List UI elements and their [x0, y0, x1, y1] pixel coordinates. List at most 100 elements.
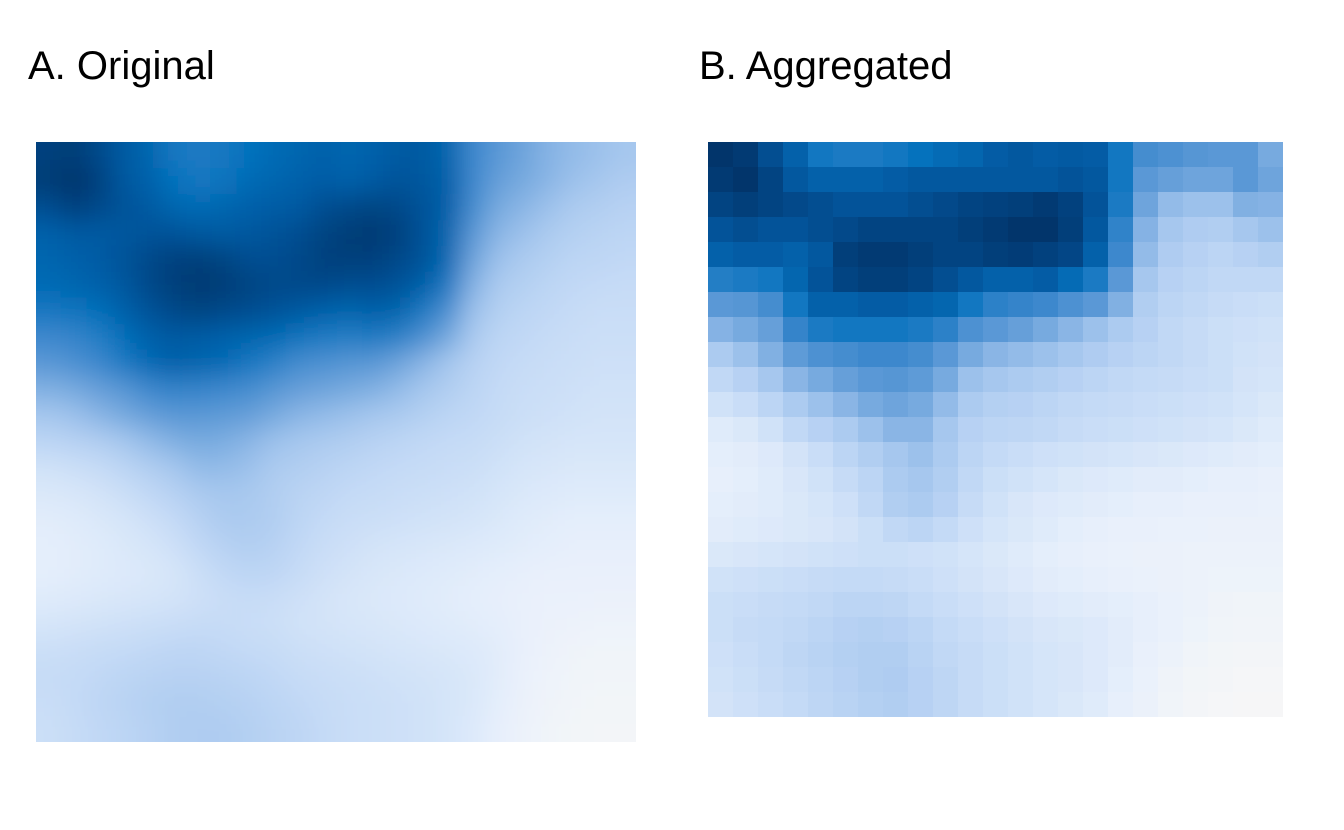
original-cell-r19-c18 [486, 637, 512, 665]
aggregated-cell-r13-c9 [933, 467, 959, 493]
original-cell-r20-c4 [136, 663, 162, 691]
aggregated-cell-r7-c6 [858, 317, 884, 343]
aggregated-cell-r1-c6 [858, 167, 884, 193]
aggregated-cell-r10-c9 [933, 392, 959, 418]
aggregated-cell-r15-c2 [758, 517, 784, 543]
aggregated-cell-r13-c21 [1233, 467, 1259, 493]
aggregated-cell-r16-c19 [1183, 542, 1209, 568]
original-cell-r0-c16 [436, 142, 462, 169]
aggregated-cell-r3-c12 [1008, 217, 1034, 243]
aggregated-cell-r8-c2 [758, 342, 784, 368]
original-cell-r15-c0 [36, 533, 62, 560]
original-cell-r6-c12 [336, 298, 362, 326]
aggregated-cell-r17-c17 [1133, 567, 1159, 593]
original-cell-r4-c22 [586, 246, 612, 274]
original-cell-r15-c12 [336, 533, 362, 560]
aggregated-cell-r18-c17 [1133, 592, 1159, 618]
aggregated-cell-r13-c18 [1158, 467, 1184, 493]
aggregated-cell-r20-c19 [1183, 642, 1209, 668]
original-cell-r0-c21 [561, 142, 587, 169]
aggregated-cell-r8-c22 [1258, 342, 1283, 368]
original-cell-r22-c19 [511, 715, 537, 742]
original-cell-r20-c8 [236, 663, 262, 691]
aggregated-cell-r11-c13 [1033, 417, 1059, 443]
original-cell-r10-c20 [536, 402, 562, 430]
original-cell-r12-c5 [161, 455, 187, 482]
original-cell-r2-c10 [286, 194, 312, 221]
original-cell-r14-c18 [486, 507, 512, 534]
original-cell-r5-c18 [486, 272, 512, 300]
original-cell-r3-c4 [136, 220, 162, 247]
aggregated-cell-r3-c7 [883, 217, 909, 243]
aggregated-cell-r16-c13 [1033, 542, 1059, 568]
original-cell-r17-c19 [511, 585, 537, 613]
original-cell-r22-c15 [411, 715, 437, 742]
aggregated-cell-r12-c16 [1108, 442, 1134, 468]
original-cell-r13-c15 [411, 481, 437, 508]
original-cell-r13-c22 [586, 481, 612, 508]
original-cell-r1-c16 [436, 168, 462, 195]
original-cell-r18-c13 [361, 611, 387, 639]
aggregated-cell-r15-c18 [1158, 517, 1184, 543]
original-cell-r2-c23 [611, 194, 636, 221]
aggregated-cell-r20-c1 [733, 642, 759, 668]
original-cell-r19-c7 [211, 637, 237, 665]
original-cell-r9-c2 [86, 376, 112, 404]
aggregated-cell-r15-c6 [858, 517, 884, 543]
aggregated-cell-r14-c3 [783, 492, 809, 518]
original-cell-r12-c9 [261, 455, 287, 482]
original-cell-r15-c19 [511, 533, 537, 560]
aggregated-cell-r17-c1 [733, 567, 759, 593]
aggregated-cell-r12-c15 [1083, 442, 1109, 468]
original-cell-r18-c21 [561, 611, 587, 639]
aggregated-cell-r22-c9 [933, 692, 959, 717]
aggregated-cell-r18-c7 [883, 592, 909, 618]
original-cell-r4-c11 [311, 246, 337, 274]
aggregated-cell-r15-c9 [933, 517, 959, 543]
aggregated-cell-r4-c2 [758, 242, 784, 268]
original-cell-r15-c15 [411, 533, 437, 560]
aggregated-cell-r0-c11 [983, 142, 1009, 168]
original-cell-r13-c7 [211, 481, 237, 508]
original-cell-r12-c6 [186, 455, 212, 482]
aggregated-cell-r5-c8 [908, 267, 934, 293]
aggregated-cell-r17-c16 [1108, 567, 1134, 593]
aggregated-cell-r5-c15 [1083, 267, 1109, 293]
original-cell-r14-c1 [61, 507, 87, 534]
aggregated-cell-r4-c16 [1108, 242, 1134, 268]
original-cell-r16-c19 [511, 559, 537, 587]
aggregated-cell-r5-c21 [1233, 267, 1259, 293]
original-cell-r19-c5 [161, 637, 187, 665]
original-cell-r3-c12 [336, 220, 362, 247]
original-cell-r18-c18 [486, 611, 512, 639]
aggregated-cell-r10-c5 [833, 392, 859, 418]
aggregated-cell-r12-c2 [758, 442, 784, 468]
original-cell-r12-c18 [486, 455, 512, 482]
aggregated-cell-r4-c6 [858, 242, 884, 268]
original-cell-r10-c12 [336, 402, 362, 430]
original-cell-r6-c16 [436, 298, 462, 326]
original-cell-r1-c19 [511, 168, 537, 195]
original-cell-r7-c7 [211, 324, 237, 352]
original-cell-r19-c23 [611, 637, 636, 665]
original-cell-r4-c1 [61, 246, 87, 274]
original-cell-r10-c11 [311, 402, 337, 430]
aggregated-cell-r0-c6 [858, 142, 884, 168]
aggregated-cell-r12-c4 [808, 442, 834, 468]
aggregated-cell-r4-c1 [733, 242, 759, 268]
original-cell-r2-c15 [411, 194, 437, 221]
aggregated-cell-r21-c5 [833, 667, 859, 693]
aggregated-cell-r1-c2 [758, 167, 784, 193]
original-cell-r14-c12 [336, 507, 362, 534]
original-cell-r12-c10 [286, 455, 312, 482]
aggregated-cell-r14-c9 [933, 492, 959, 518]
aggregated-cell-r18-c10 [958, 592, 984, 618]
original-cell-r7-c11 [311, 324, 337, 352]
original-cell-r19-c0 [36, 637, 62, 665]
aggregated-cell-r6-c19 [1183, 292, 1209, 318]
original-cell-r16-c5 [161, 559, 187, 587]
aggregated-cell-r12-c1 [733, 442, 759, 468]
original-cell-r21-c3 [111, 689, 137, 717]
original-cell-r4-c23 [611, 246, 636, 274]
original-cell-r1-c15 [411, 168, 437, 195]
